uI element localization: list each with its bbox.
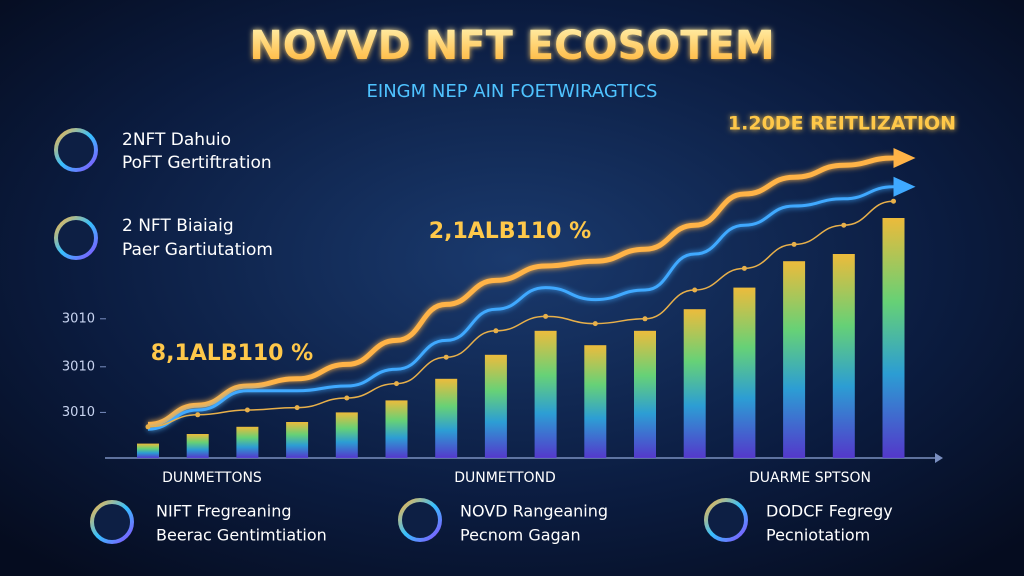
y-tick-label: 3010 [62, 311, 95, 326]
y-tick-label: 3010 [62, 405, 95, 420]
footer: NIFT Fregreaning Beerac Gentimtiation NO… [90, 498, 893, 545]
bar [484, 354, 507, 458]
footer-label: NOVD Rangeaning [460, 502, 608, 521]
legend-label: 2 NFT Biaiaig [122, 216, 234, 236]
line [147, 200, 894, 428]
legend: 2NFT Dahuio PoFT Gertiftration 2 NFT Bia… [54, 128, 273, 260]
footer-label: NIFT Fregreaning [156, 502, 292, 521]
bar [634, 330, 656, 458]
point [543, 313, 549, 319]
bar [286, 422, 309, 458]
annotation: 1.20DE REITLIZATION [728, 113, 956, 135]
line [147, 185, 894, 431]
annotation: 8,1ALB110 % [151, 341, 313, 366]
footer-label: Beerac Gentimtiation [156, 526, 327, 545]
chart-title: NOVVD NFT ECOSOTEM [249, 23, 774, 69]
bar [733, 287, 756, 458]
bar [335, 412, 358, 458]
point [244, 407, 250, 413]
point [841, 222, 847, 228]
footer-icon [704, 498, 748, 542]
footer-label: DODCF Fegregy [766, 502, 893, 521]
legend-label: Paer Gartiutatiom [122, 240, 273, 260]
arrow-head [893, 148, 916, 168]
footer-label: Pecnom Gagan [460, 526, 581, 545]
point [592, 321, 598, 327]
axis-arrow [935, 453, 943, 463]
bar [435, 378, 458, 458]
point [692, 287, 698, 293]
chart-subtitle: EINGM NEP AIN FOETWIRAGTICS [367, 81, 658, 102]
bar [186, 434, 209, 458]
y-tick-label: 3010 [62, 359, 95, 374]
annotation: 2,1ALB110 % [429, 219, 591, 244]
point [791, 241, 797, 247]
line [147, 155, 894, 427]
bar [137, 443, 159, 458]
point [195, 412, 201, 418]
x-label: DUNMETTONS [162, 470, 262, 486]
footer-label: Pecniotatiom [766, 526, 870, 545]
arrow-head [893, 176, 916, 197]
bar [882, 218, 905, 458]
x-label: DUNMETTOND [454, 470, 556, 486]
footer-icon [398, 498, 442, 542]
point [891, 198, 896, 204]
legend-icon [54, 216, 98, 260]
bar [385, 400, 408, 458]
point [642, 316, 648, 322]
point [394, 381, 399, 387]
point [741, 265, 747, 271]
legend-label: PoFT Gertiftration [122, 153, 272, 173]
bar [832, 254, 855, 458]
point [443, 354, 449, 360]
legend-label: 2NFT Dahuio [122, 130, 231, 150]
point [294, 405, 300, 411]
x-label: DUARME SPTSON [749, 470, 871, 486]
point [493, 328, 499, 334]
bar [683, 309, 706, 458]
bar [236, 426, 259, 458]
bar [783, 261, 806, 458]
bar [584, 345, 607, 458]
point [344, 395, 350, 401]
legend-icon [54, 128, 98, 172]
footer-icon [90, 500, 134, 544]
bar [534, 330, 557, 458]
point [145, 424, 151, 430]
